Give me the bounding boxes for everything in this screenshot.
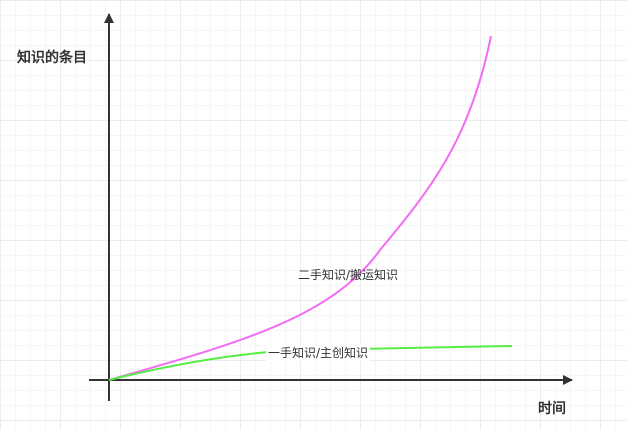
second-hand-knowledge-label: 二手知识/搬运知识: [298, 268, 399, 282]
second-hand-knowledge-curve: [108, 35, 492, 381]
x-axis-title: 时间: [538, 401, 566, 417]
y-axis-title: 知识的条目: [17, 50, 87, 66]
first-hand-knowledge-label: 一手知识/主创知识: [266, 345, 371, 361]
